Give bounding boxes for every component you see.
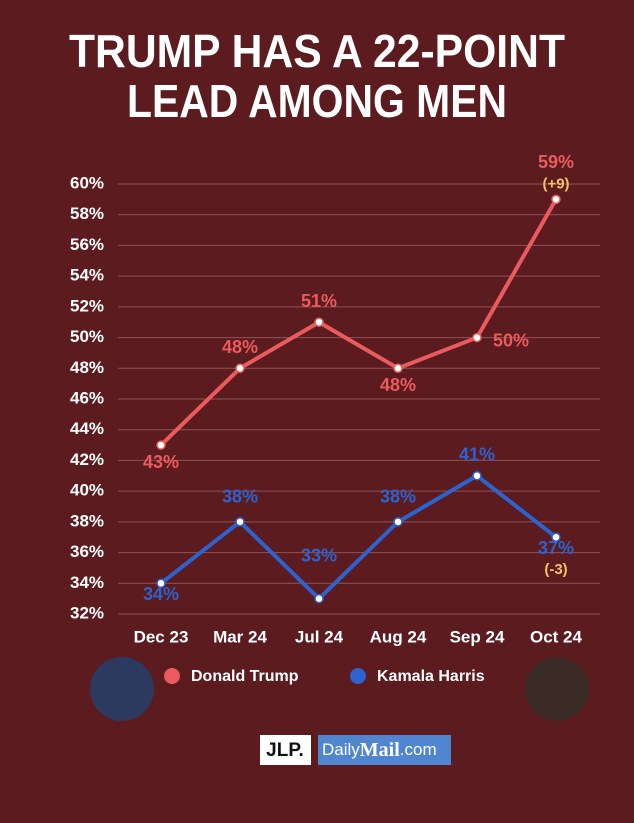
- y-tick-label: 42%: [70, 450, 104, 469]
- data-label: 43%: [143, 452, 179, 472]
- data-point: [472, 471, 482, 481]
- data-point: [393, 517, 403, 527]
- data-point: [551, 194, 561, 205]
- legend-marker: [164, 668, 180, 684]
- data-point: [156, 578, 166, 589]
- x-tick-label: Aug 24: [370, 627, 427, 646]
- y-tick-label: 32%: [70, 603, 104, 622]
- data-label: 48%: [222, 337, 258, 357]
- data-label: 51%: [301, 291, 337, 311]
- x-tick-label: Sep 24: [450, 627, 505, 646]
- data-label: 38%: [222, 487, 258, 507]
- series-line: [159, 473, 558, 601]
- y-tick-label: 54%: [70, 266, 104, 285]
- jlp-text: JLP.: [266, 740, 304, 761]
- y-tick-label: 48%: [70, 358, 104, 377]
- harris-photo: [525, 657, 589, 721]
- y-tick-label: 36%: [70, 542, 104, 561]
- series-line: [159, 198, 558, 447]
- annotation: (-3): [544, 561, 567, 578]
- annotation: (+9): [542, 175, 569, 192]
- data-label: 59%: [538, 152, 574, 172]
- data-point: [314, 317, 324, 327]
- legend-label: Donald Trump: [191, 668, 299, 685]
- data-point: [235, 517, 245, 527]
- data-point: [472, 332, 482, 343]
- y-tick-label: 38%: [70, 511, 104, 530]
- x-tick-label: Dec 23: [134, 627, 189, 646]
- data-label: 33%: [301, 545, 337, 565]
- y-tick-label: 56%: [70, 235, 104, 254]
- y-tick-label: 44%: [70, 419, 104, 438]
- chart-title: LEAD AMONG MEN: [127, 75, 507, 127]
- data-point: [156, 440, 166, 450]
- legend-label: Kamala Harris: [377, 668, 485, 685]
- trump-photo: [90, 657, 154, 721]
- data-label: 41%: [459, 445, 495, 465]
- legend-marker: [350, 668, 366, 684]
- y-tick-label: 40%: [70, 481, 104, 500]
- data-point: [551, 532, 561, 542]
- y-tick-label: 52%: [70, 296, 104, 315]
- chart-title: TRUMP HAS A 22-POINT: [69, 25, 565, 77]
- data-label: 34%: [143, 584, 179, 604]
- x-tick-label: Mar 24: [213, 627, 267, 646]
- dailymail-text: DailyMail.com: [322, 739, 437, 761]
- data-point: [314, 593, 324, 604]
- data-label: 50%: [493, 330, 529, 350]
- x-tick-label: Jul 24: [295, 627, 344, 646]
- jlp-logo: [260, 735, 311, 765]
- y-tick-label: 46%: [70, 388, 104, 407]
- y-tick-label: 60%: [70, 173, 104, 192]
- y-tick-label: 34%: [70, 573, 104, 592]
- data-label: 38%: [380, 487, 416, 507]
- y-tick-label: 50%: [70, 327, 104, 346]
- data-label: 37%: [538, 538, 574, 558]
- data-point: [393, 363, 403, 374]
- data-label: 48%: [380, 375, 416, 395]
- x-tick-label: Oct 24: [530, 627, 583, 646]
- dailymail-logo: [318, 735, 451, 765]
- y-tick-label: 58%: [70, 204, 104, 223]
- data-point: [235, 363, 245, 374]
